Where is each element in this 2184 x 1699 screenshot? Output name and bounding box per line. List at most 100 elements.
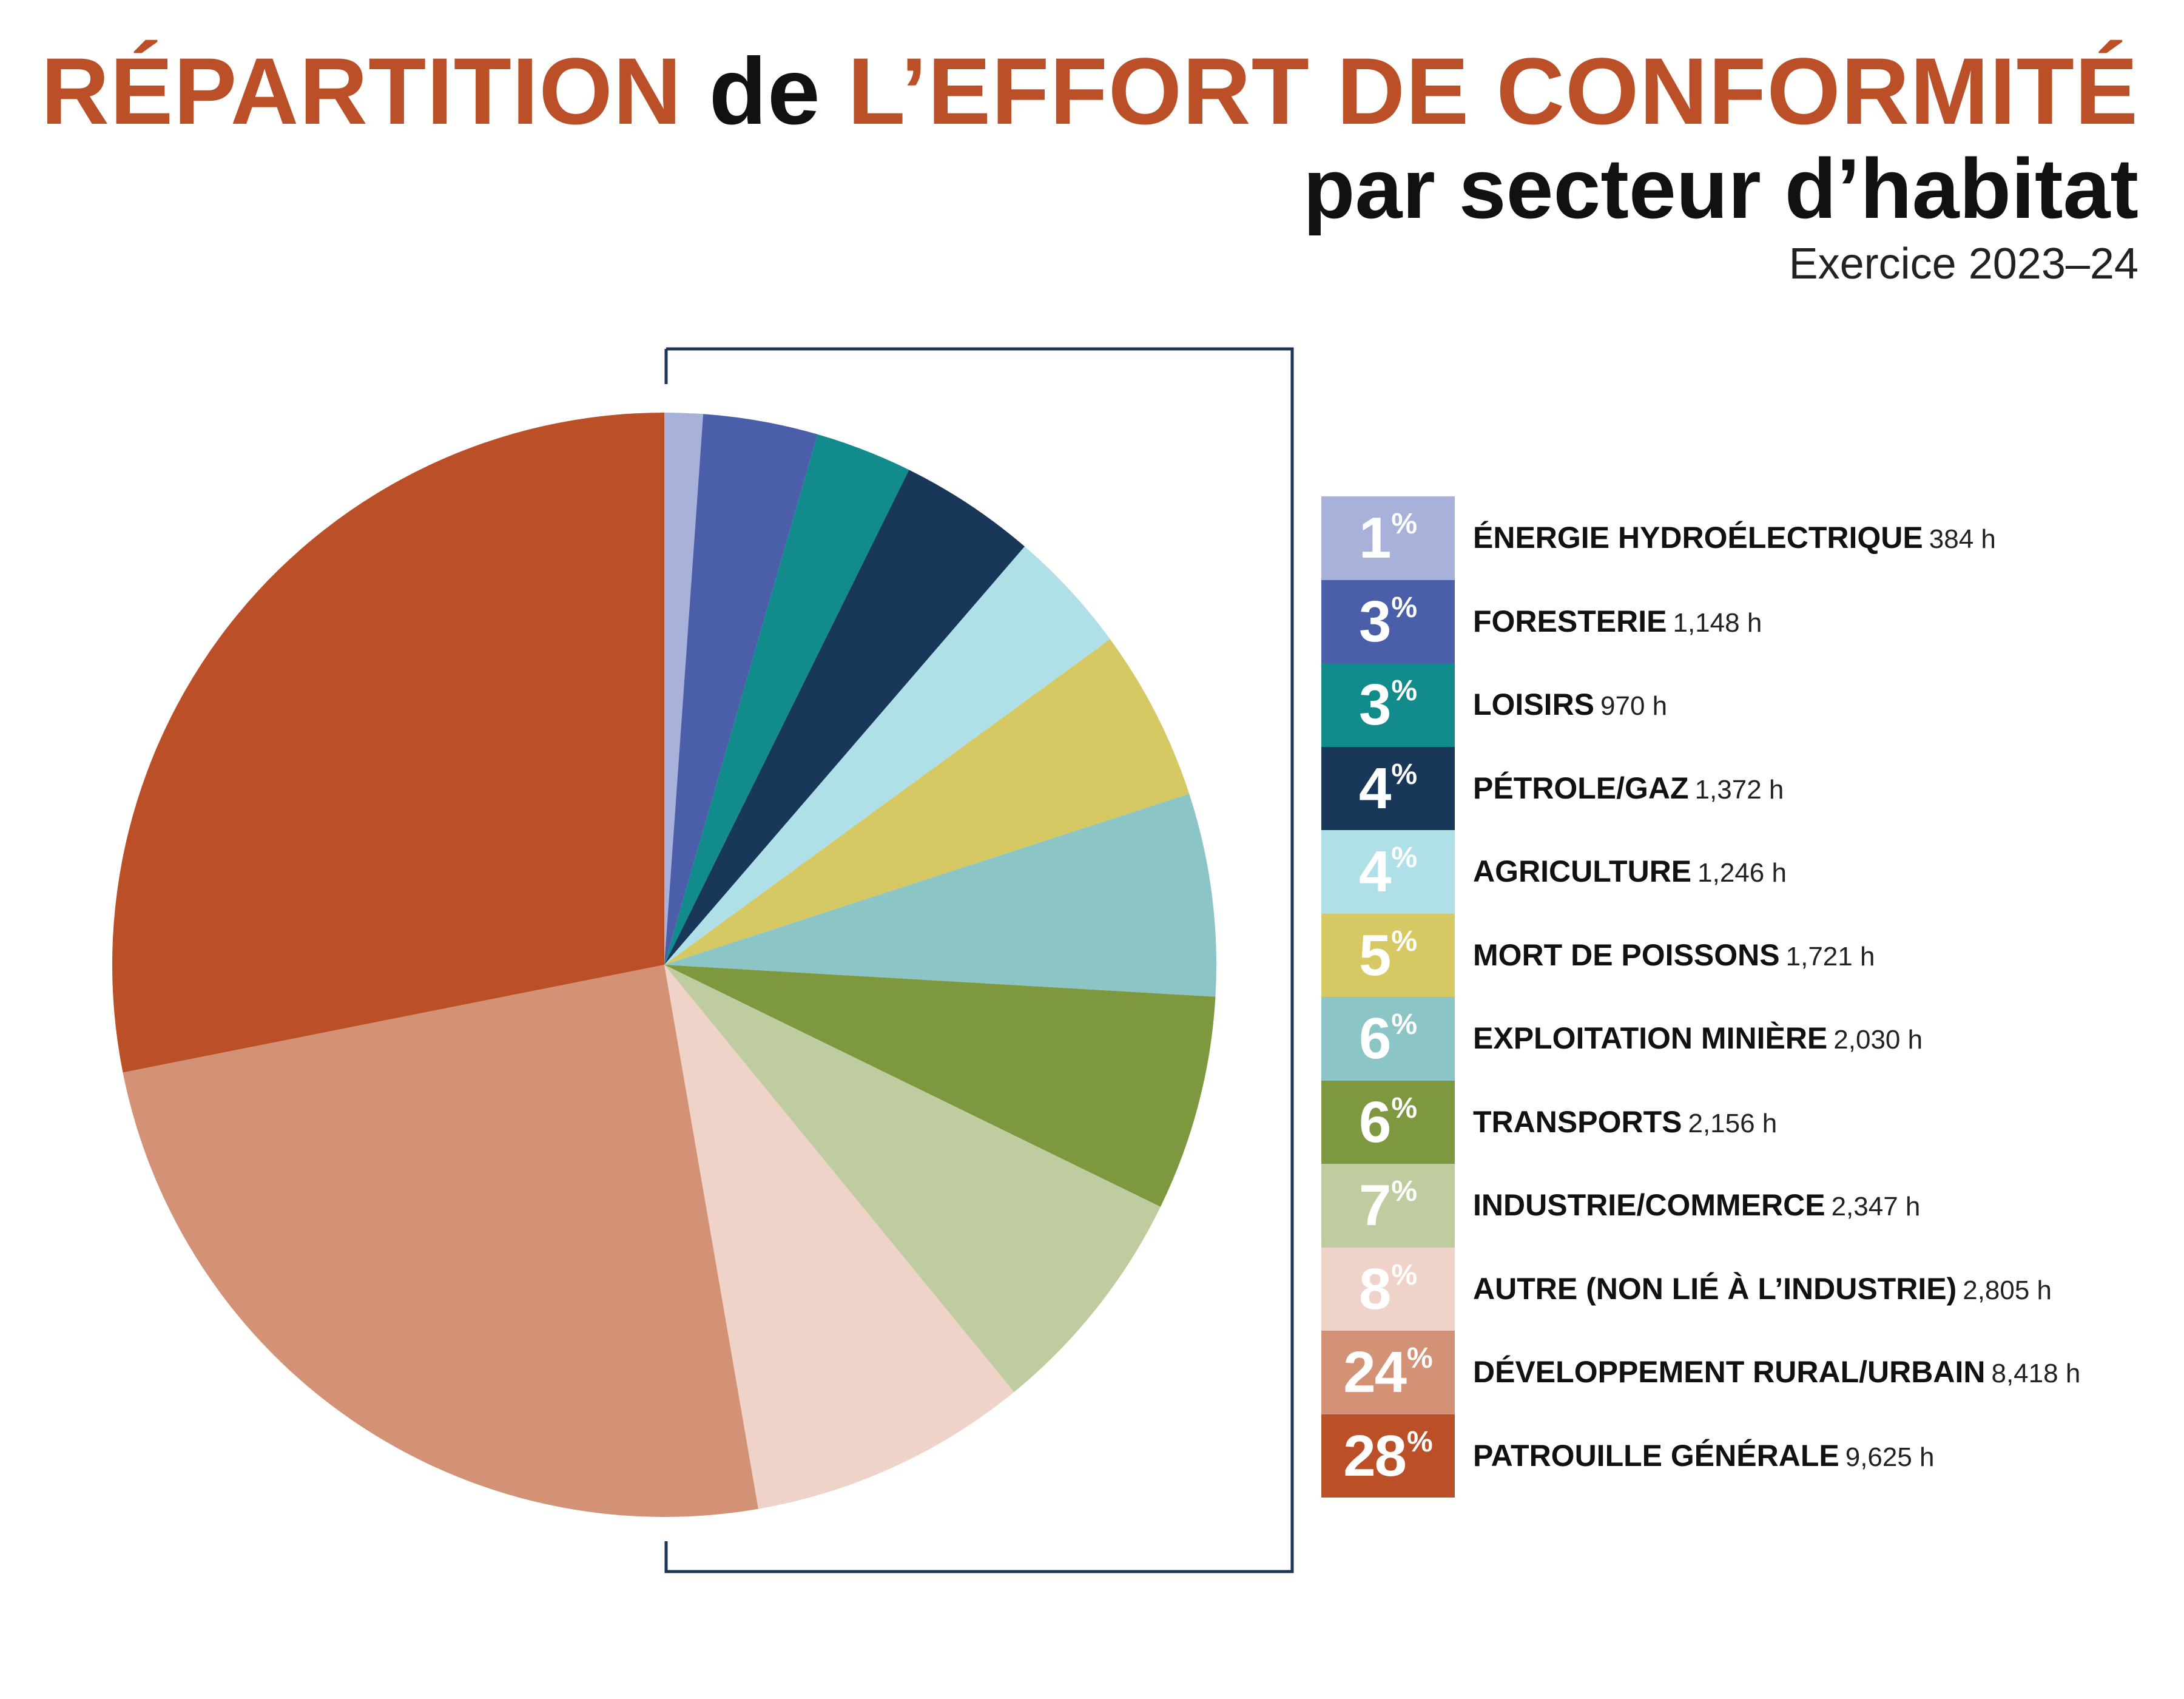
pie-slice-4 [664,546,1110,965]
legend-percent-sign: % [1391,1092,1418,1124]
title-part-de: de [709,39,821,144]
legend-percent: 4 [1358,839,1391,904]
legend-item: 4% AGRICULTURE 1,246 h [1321,830,2159,914]
pie-slice-5 [664,639,1190,965]
legend-label: PÉTROLE/GAZ [1473,771,1689,805]
legend-text: LOISIRS 970 h [1473,663,1667,747]
legend-hours: 8,418 h [1991,1359,2081,1388]
legend-label: AUTRE (NON LIÉ À L’INDUSTRIE) [1473,1271,1957,1306]
pie-slice-11 [112,413,664,1073]
legend-percent-sign: % [1391,1008,1418,1041]
legend-hours: 1,372 h [1694,774,1784,805]
legend-text: ÉNERGIE HYDROÉLECTRIQUE 384 h [1473,496,1996,580]
legend-percent-sign: % [1391,675,1418,707]
legend-text: AUTRE (NON LIÉ À L’INDUSTRIE) 2,805 h [1473,1248,2052,1331]
legend-label: INDUSTRIE/COMMERCE [1473,1188,1825,1222]
bracket-line [664,347,1294,1573]
legend-item: 5% MORT DE POISSONS 1,721 h [1321,913,2159,998]
legend-item: 24% DÉVELOPPEMENT RURAL/URBAIN 8,418 h [1321,1331,2159,1414]
legend-swatch: 7% [1321,1164,1455,1248]
legend-item: 28% PATROUILLE GÉNÉRALE 9,625 h [1321,1414,2159,1498]
legend-hours: 2,347 h [1831,1192,1921,1221]
legend-hours: 1,246 h [1697,858,1787,888]
legend-hours: 2,156 h [1688,1108,1778,1138]
chart-title-block: RÉPARTITION de L’EFFORT DE CONFORMITÉ pa… [41,42,2138,290]
legend-label: PATROUILLE GÉNÉRALE [1473,1438,1839,1473]
legend-percent: 5 [1358,922,1391,988]
legend-percent-sign: % [1391,842,1418,874]
legend-swatch: 24% [1321,1331,1455,1414]
legend-percent-sign: % [1391,758,1418,791]
pie-slice-8 [664,965,1161,1393]
legend-hours: 384 h [1929,524,1996,554]
title-part-effort: L’EFFORT DE CONFORMITÉ [848,39,2138,144]
chart-period: Exercice 2023–24 [1788,239,2138,288]
legend-label: ÉNERGIE HYDROÉLECTRIQUE [1473,521,1923,555]
legend-swatch: 6% [1321,1080,1455,1164]
legend-swatch: 3% [1321,663,1455,747]
pie-slices [112,413,1216,1518]
legend-text: PÉTROLE/GAZ 1,372 h [1473,747,1784,831]
legend-percent: 6 [1358,1089,1391,1155]
legend-hours: 9,625 h [1845,1442,1935,1472]
pie-slice-9 [664,965,1014,1509]
legend-hours: 1,148 h [1673,607,1762,638]
legend-item: 3% FORESTERIE 1,148 h [1321,579,2159,664]
legend-label: MORT DE POISSONS [1473,937,1780,972]
chart-subtitle: par secteur d’habitat [1303,140,2138,236]
chart-title: RÉPARTITION de L’EFFORT DE CONFORMITÉ [41,42,2138,142]
legend-item: 6% TRANSPORTS 2,156 h [1321,1080,2159,1164]
legend-text: PATROUILLE GÉNÉRALE 9,625 h [1473,1414,1935,1498]
legend-percent-sign: % [1407,1425,1433,1458]
legend-hours: 2,805 h [1963,1275,2052,1305]
legend-percent: 6 [1358,1006,1391,1071]
legend-hours: 2,030 h [1833,1025,1923,1055]
legend-percent: 7 [1358,1173,1391,1238]
legend-text: DÉVELOPPEMENT RURAL/URBAIN 8,418 h [1473,1331,2080,1414]
legend-percent: 28 [1343,1423,1407,1488]
legend-item: 1% ÉNERGIE HYDROÉLECTRIQUE 384 h [1321,496,2159,580]
legend-percent: 3 [1358,672,1391,737]
legend-swatch: 6% [1321,997,1455,1081]
pie-slice-6 [664,794,1216,997]
legend-swatch: 3% [1321,579,1455,663]
legend-percent-sign: % [1391,925,1418,958]
legend-swatch: 28% [1321,1414,1455,1498]
legend-text: MORT DE POISSONS 1,721 h [1473,914,1875,998]
legend-label: LOISIRS [1473,687,1595,721]
legend-percent: 1 [1358,505,1391,570]
legend-label: EXPLOITATION MINIÈRE [1473,1021,1828,1055]
pie-slice-0 [664,413,704,965]
legend-hours: 1,721 h [1785,941,1875,971]
legend-text: AGRICULTURE 1,246 h [1473,830,1787,914]
title-part-repartition: RÉPARTITION [41,39,682,144]
legend-swatch: 5% [1321,913,1455,997]
legend-item: 4% PÉTROLE/GAZ 1,372 h [1321,746,2159,831]
legend-item: 6% EXPLOITATION MINIÈRE 2,030 h [1321,997,2159,1081]
legend-text: INDUSTRIE/COMMERCE 2,347 h [1473,1164,1920,1248]
legend-item: 7% INDUSTRIE/COMMERCE 2,347 h [1321,1164,2159,1248]
legend: 1% ÉNERGIE HYDROÉLECTRIQUE 384 h 3% FORESTER… [1321,496,2159,1498]
legend-percent: 24 [1343,1340,1407,1405]
legend-label: FORESTERIE [1473,604,1667,638]
legend-swatch: 8% [1321,1247,1455,1331]
pie-slice-7 [664,965,1216,1207]
legend-item: 3% LOISIRS 970 h [1321,663,2159,747]
legend-text: TRANSPORTS 2,156 h [1473,1081,1777,1164]
legend-swatch: 4% [1321,746,1455,830]
pie-slice-10 [123,965,758,1518]
legend-percent: 3 [1358,589,1391,654]
legend-label: TRANSPORTS [1473,1104,1682,1139]
legend-percent-sign: % [1391,508,1418,540]
legend-label: DÉVELOPPEMENT RURAL/URBAIN [1473,1355,1986,1389]
legend-percent-sign: % [1407,1342,1433,1374]
legend-swatch: 4% [1321,830,1455,914]
legend-swatch: 1% [1321,496,1455,580]
pie-slice-1 [664,414,818,965]
legend-text: FORESTERIE 1,148 h [1473,580,1762,664]
legend-percent: 8 [1358,1256,1391,1322]
legend-percent-sign: % [1391,1258,1418,1291]
legend-percent-sign: % [1391,591,1418,624]
pie-slice-3 [664,470,1025,965]
